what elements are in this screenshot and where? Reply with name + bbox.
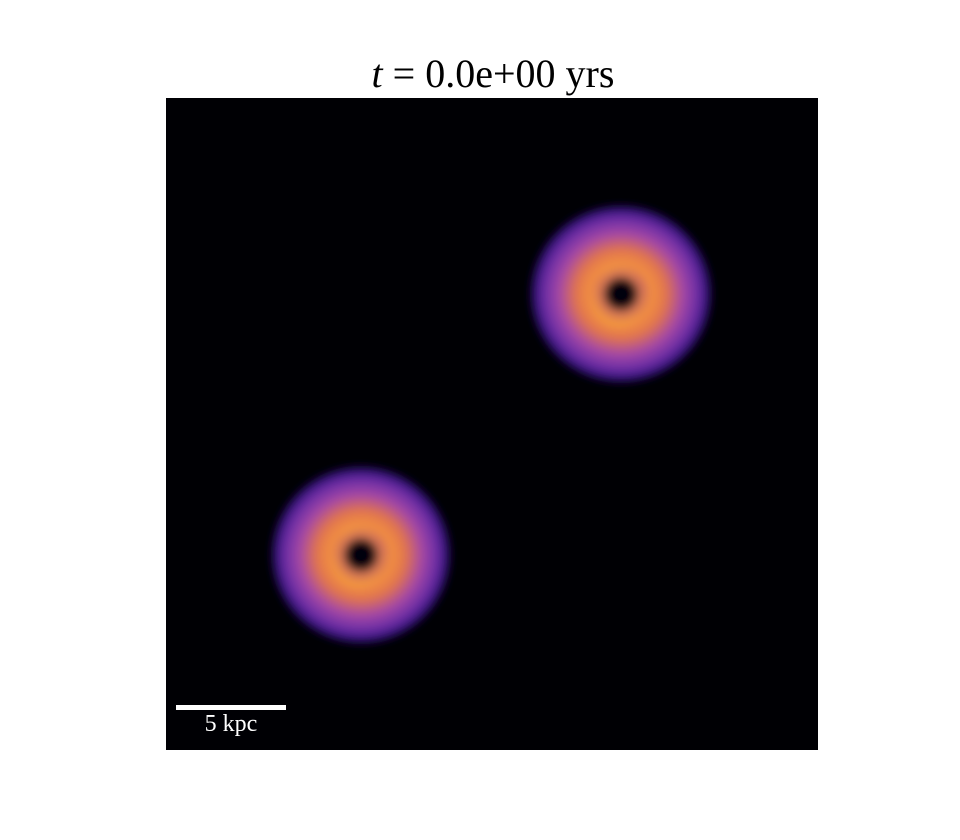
title-text: = 0.0e+00 yrs (382, 51, 615, 96)
density-panel: 5 kpc (166, 98, 818, 750)
galaxy-lower-left (268, 463, 454, 647)
figure-title: t = 0.0e+00 yrs (0, 50, 960, 98)
galaxy-upper-right (527, 202, 715, 386)
scale-bar-label: 5 kpc (204, 711, 258, 737)
title-variable: t (371, 51, 383, 96)
scale-bar (176, 705, 286, 710)
galaxy-image (268, 202, 715, 647)
